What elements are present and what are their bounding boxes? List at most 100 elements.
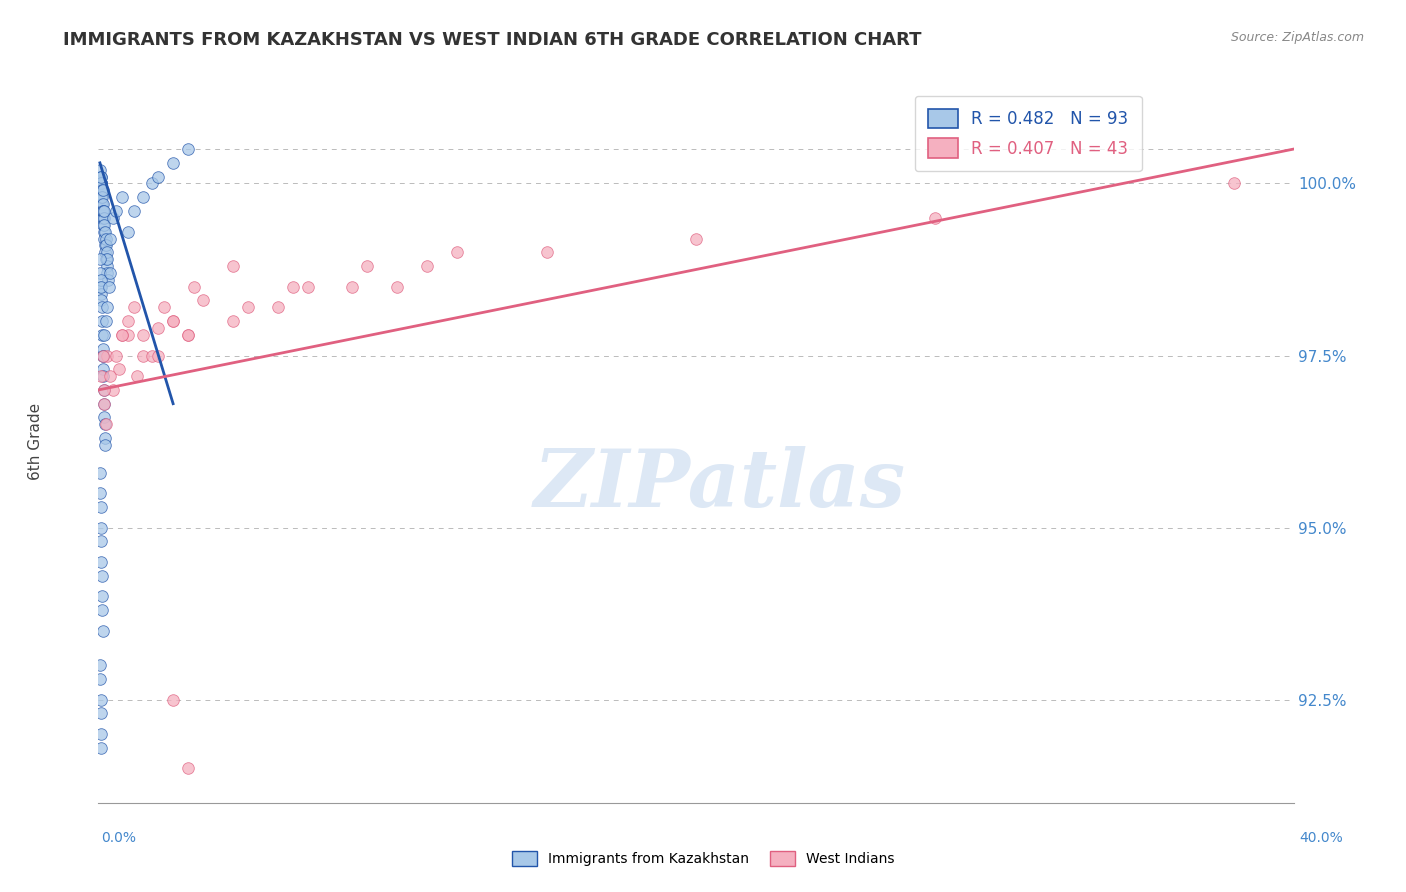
Point (93, 327, 115, 342)
Text: Source: ZipAtlas.com: Source: ZipAtlas.com (1230, 31, 1364, 45)
Point (90, 169, 112, 184)
Point (90, 706, 112, 721)
Point (91, 190, 114, 204)
Point (91, 204, 114, 219)
Point (90, 534, 112, 549)
Point (89, 279, 111, 293)
Point (117, 314, 139, 328)
Point (281, 279, 304, 293)
Point (93, 204, 115, 219)
Point (96, 266, 118, 280)
Point (191, 293, 214, 308)
Legend: R = 0.482   N = 93, R = 0.407   N = 43: R = 0.482 N = 93, R = 0.407 N = 43 (915, 95, 1142, 171)
Point (93, 397, 115, 411)
Point (90, 183, 112, 197)
Point (183, 279, 205, 293)
Point (97, 279, 120, 293)
Point (162, 314, 184, 328)
Point (94, 252, 117, 267)
Point (91, 197, 114, 211)
Point (103, 211, 125, 225)
Point (153, 301, 176, 315)
Point (90, 273, 112, 287)
Point (222, 259, 245, 273)
Legend: Immigrants from Kazakhstan, West Indians: Immigrants from Kazakhstan, West Indians (506, 846, 900, 871)
Point (90, 293, 112, 308)
Point (90, 197, 112, 211)
Point (96, 349, 118, 363)
Point (90, 369, 112, 384)
Point (148, 321, 170, 335)
Point (98, 266, 122, 280)
Point (117, 327, 139, 342)
Point (132, 327, 155, 342)
Point (103, 383, 125, 397)
Point (141, 177, 163, 191)
Point (89, 692, 111, 706)
Text: IMMIGRANTS FROM KAZAKHSTAN VS WEST INDIAN 6TH GRADE CORRELATION CHART: IMMIGRANTS FROM KAZAKHSTAN VS WEST INDIA… (63, 31, 922, 49)
Point (94, 417, 117, 432)
Point (89, 266, 111, 280)
Point (97, 273, 120, 287)
Point (162, 314, 184, 328)
Point (98, 369, 122, 384)
Point (132, 349, 155, 363)
Point (91, 314, 114, 328)
Point (89, 162, 111, 177)
Point (132, 190, 155, 204)
Point (91, 327, 114, 342)
Point (105, 349, 128, 363)
Point (96, 259, 118, 273)
Point (93, 369, 115, 384)
Point (90, 279, 112, 293)
Point (177, 327, 200, 342)
Point (96, 245, 118, 260)
Point (91, 183, 114, 197)
Point (89, 486, 111, 500)
Point (90, 740, 112, 755)
Point (177, 327, 200, 342)
Point (90, 520, 112, 534)
Point (91, 590, 114, 604)
Point (111, 327, 134, 342)
Point (91, 204, 114, 219)
Point (90, 555, 112, 569)
Point (267, 301, 290, 315)
Point (89, 169, 111, 184)
Point (91, 349, 114, 363)
Point (222, 314, 245, 328)
Point (91, 197, 114, 211)
Point (91, 218, 114, 232)
Point (90, 177, 112, 191)
Point (91, 349, 114, 363)
Point (148, 169, 170, 184)
Point (94, 231, 117, 245)
Point (416, 259, 439, 273)
Point (90, 190, 112, 204)
Point (93, 225, 115, 239)
Point (94, 438, 117, 452)
Point (297, 279, 319, 293)
Point (93, 204, 115, 219)
Point (924, 211, 946, 225)
Text: ZIPatlas: ZIPatlas (534, 446, 905, 524)
Point (93, 397, 115, 411)
Point (111, 327, 134, 342)
Point (94, 245, 117, 260)
Point (91, 211, 114, 225)
Point (89, 672, 111, 686)
Point (90, 301, 112, 315)
Point (356, 259, 378, 273)
Point (162, 692, 184, 706)
Point (91, 342, 114, 356)
Point (94, 238, 117, 252)
Point (93, 218, 115, 232)
Point (93, 383, 115, 397)
Text: 40.0%: 40.0% (1299, 831, 1343, 846)
Point (90, 568, 112, 582)
Point (446, 245, 468, 260)
Point (94, 225, 117, 239)
Point (127, 369, 149, 384)
Point (1223, 177, 1246, 191)
Point (91, 603, 114, 617)
